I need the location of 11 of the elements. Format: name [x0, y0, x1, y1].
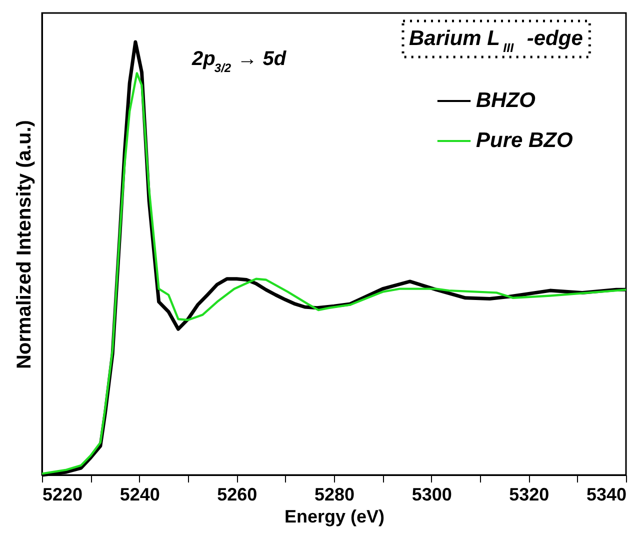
- legend-label: Pure BZO: [476, 129, 573, 152]
- x-tick-label: 5320: [509, 484, 550, 504]
- x-tick-label: 5340: [586, 484, 626, 504]
- x-tick-label: 5220: [42, 484, 83, 504]
- x-tick-label: 5260: [217, 484, 258, 504]
- legend-label: BHZO: [476, 89, 536, 112]
- x-tick-label: 5280: [314, 484, 355, 504]
- x-axis-title: Energy (eV): [284, 506, 385, 526]
- y-axis-title: Normalized Intensity (a.u.): [14, 120, 36, 369]
- x-tick-label: 5300: [412, 484, 452, 504]
- x-tick-label: 5240: [120, 484, 160, 504]
